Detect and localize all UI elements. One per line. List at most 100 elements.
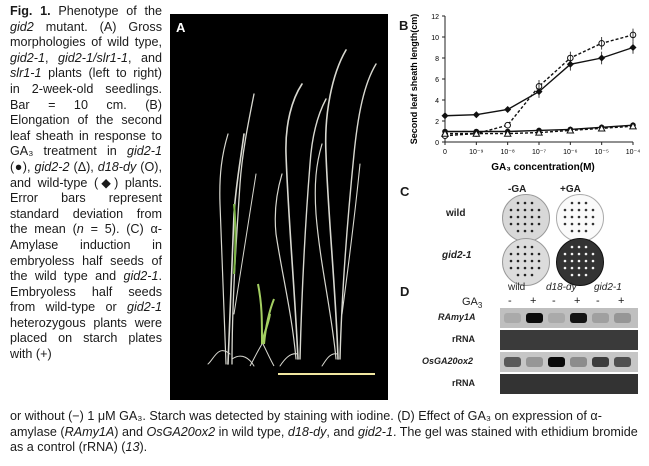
seed-spot	[584, 229, 588, 233]
ramy1a-band	[592, 313, 609, 323]
seed-spot	[523, 245, 527, 249]
panel-c-letter: C	[400, 184, 410, 199]
plus-ga-sign: +	[574, 295, 581, 307]
seed-spot	[516, 215, 520, 219]
gene-name: gid2	[10, 19, 34, 34]
seed-halo	[584, 259, 588, 263]
caption-text: , and	[128, 50, 162, 65]
minus-ga-sign: -	[596, 295, 600, 307]
ramy1a-band	[526, 313, 543, 323]
gene-name: gid2-1	[126, 300, 162, 315]
seed-spot	[516, 273, 520, 277]
figure-label: Fig. 1.	[10, 4, 51, 18]
group-label-d18-dy: d18-dy	[546, 282, 577, 293]
panel-b-letter: B	[399, 18, 409, 33]
row-label-ramy1a: RAmy1A	[438, 312, 476, 322]
seed-spot	[530, 222, 534, 226]
gel-row-rrna-2	[500, 374, 638, 394]
seed-spot	[577, 208, 581, 212]
plate-seed-spots	[509, 201, 595, 277]
seed-spot	[523, 215, 527, 219]
caption-text: . The gel was stained with ethidium brom…	[10, 424, 638, 455]
seed-halo	[577, 273, 581, 277]
seed-halo	[591, 252, 595, 256]
seed-spot	[570, 222, 574, 226]
data-point-open-circle	[504, 121, 511, 129]
gene-name: gid2-1/slr1-1	[58, 50, 128, 65]
column-label-minus-ga: -GA	[508, 184, 527, 195]
gene-name: gid2-2	[34, 159, 70, 174]
seed-spot	[563, 222, 567, 226]
seed-spot	[530, 273, 534, 277]
column-label-plus-ga: +GA	[560, 184, 581, 195]
seed-halo	[563, 252, 567, 256]
caption-text: . Embryoless half seeds from wild-type o…	[10, 269, 162, 315]
gel-row-osga20ox2	[500, 352, 638, 372]
plus-ga-sign: +	[618, 295, 625, 307]
panel-d-gel: D wild d18-dy gid2-1 GA3 - + - + - + RAmy1A r…	[398, 282, 643, 398]
seed-spot	[537, 252, 541, 256]
wild-type-leaves	[233, 203, 237, 275]
minus-ga-sign: -	[508, 295, 512, 307]
panel-a-plant-photo: A	[170, 14, 388, 400]
caption-text: (O), and wild-type (◆) plants. Error bar…	[10, 159, 162, 237]
seed-spot	[523, 201, 527, 205]
x-tick-label: 10⁻⁷	[532, 149, 546, 156]
figure-caption: Fig. 1. Phenotype of the gid2 mutant. (A…	[10, 4, 162, 363]
panel-c-starch-plates: C -GA +GA wild gid2-1	[398, 182, 643, 286]
seed-spot	[509, 259, 513, 263]
seed-spot	[509, 222, 513, 226]
gid2-1-minus-ga-plate	[502, 238, 550, 286]
seed-spot	[523, 222, 527, 226]
caption-text: ).	[139, 440, 148, 455]
data-point-open-triangle	[503, 129, 512, 137]
seed-spot	[516, 259, 520, 263]
gene-name: d18-dy	[97, 159, 137, 174]
y-tick-label: 2	[435, 119, 439, 126]
seed-halo	[570, 266, 574, 270]
osga20ox2-band	[526, 357, 543, 367]
gene-name: d18-dy	[287, 424, 327, 439]
seed-spot	[563, 208, 567, 212]
seed-spot	[570, 208, 574, 212]
figure-caption-continued: or without (−) 1 μM GA₃. Starch was dete…	[10, 409, 640, 456]
row-label-gid2-1: gid2-1	[442, 250, 472, 261]
seed-halo	[577, 252, 581, 256]
seed-spot	[584, 208, 588, 212]
y-tick-label: 12	[431, 14, 439, 21]
ramy1a-band	[570, 313, 587, 323]
seed-spot	[570, 229, 574, 233]
wild-minus-ga-plate	[502, 194, 550, 242]
row-label-rrna-1: rRNA	[452, 334, 476, 344]
seed-spot	[516, 208, 520, 212]
seed-spot	[570, 215, 574, 219]
ga-subscript: 3	[477, 301, 483, 311]
caption-text: ,	[45, 50, 58, 65]
seed-spot	[577, 222, 581, 226]
gene-name: gid2-1	[126, 144, 162, 159]
caption-text: plants (left to right) in 2-week-old see…	[10, 66, 162, 159]
seed-halo	[570, 252, 574, 256]
ramy1a-band	[614, 313, 631, 323]
gene-name: gid2-1	[123, 269, 159, 284]
seed-spot	[523, 229, 527, 233]
data-point-open-triangle	[597, 124, 606, 132]
data-point-diamond	[472, 111, 480, 119]
seed-spot	[516, 245, 520, 249]
gene-name: OsGA20ox2	[146, 424, 216, 439]
x-tick-label: 10⁻⁵	[594, 149, 608, 156]
caption-text: mutant. (A) Gross morphologies of wild t…	[10, 19, 162, 50]
seed-spot	[509, 215, 513, 219]
caption-text: (Δ),	[69, 159, 98, 174]
row-label-rrna-2: rRNA	[452, 378, 476, 388]
ramy1a-band	[504, 313, 521, 323]
seed-spot	[584, 201, 588, 205]
seed-halo	[584, 266, 588, 270]
seed-spot	[530, 252, 534, 256]
seed-halo	[577, 245, 581, 249]
seed-spot	[584, 222, 588, 226]
caption-text: in wild type,	[215, 424, 288, 439]
seed-spot	[537, 222, 541, 226]
data-point-open-triangle	[472, 129, 481, 137]
caption-text: or without (−) 1 μM GA₃. Starch was dete…	[10, 409, 602, 439]
